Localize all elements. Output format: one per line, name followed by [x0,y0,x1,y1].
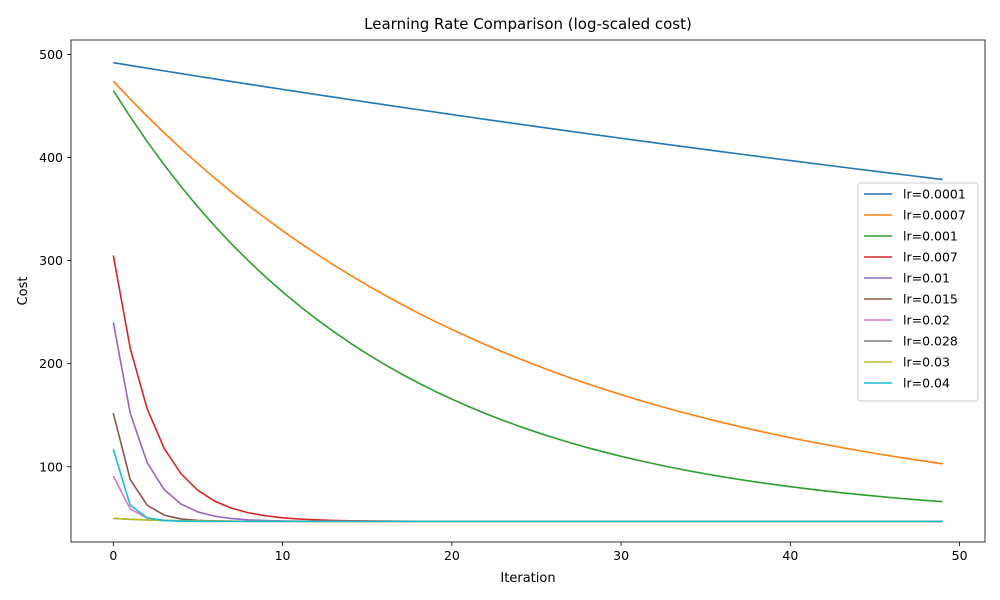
legend-label-5: lr=0.015 [903,292,958,307]
y-tick-label-400: 400 [39,150,63,165]
series-line-3 [112,255,943,523]
series-line-0 [113,61,943,181]
series-line-1 [112,80,943,465]
y-tick-label-500: 500 [39,47,63,62]
x-tick-label-10: 10 [275,548,291,563]
y-tick-label-200: 200 [39,356,63,371]
chart-title: Learning Rate Comparison (log-scaled cos… [364,15,692,33]
axes: 0 10 20 30 40 50 100 200 300 400 500 [39,39,986,563]
y-tick-label-100: 100 [39,459,63,474]
legend-label-3: lr=0.007 [903,250,958,265]
plot-lines [112,61,943,523]
plot-frame [70,39,986,543]
x-tick-label-30: 30 [613,548,629,563]
legend-box [857,182,979,402]
y-tick-label-300: 300 [39,253,63,268]
x-axis-label: Iteration [500,571,555,586]
legend-label-9: lr=0.04 [903,376,950,391]
x-tick-label-0: 0 [109,548,117,563]
y-axis-label: Cost [16,277,31,306]
series-line-9 [112,448,943,523]
legend-label-1: lr=0.0007 [903,208,966,223]
legend-label-0: lr=0.0001 [903,187,966,202]
series-line-4 [112,322,943,523]
x-tick-label-40: 40 [782,548,798,563]
x-tick-label-50: 50 [952,548,968,563]
legend-label-7: lr=0.028 [903,334,958,349]
series-line-2 [112,90,943,503]
legend-label-6: lr=0.02 [903,313,950,328]
legend-label-8: lr=0.03 [903,355,950,370]
legend-label-4: lr=0.01 [903,271,950,286]
legend-label-2: lr=0.001 [903,229,958,244]
legend: lr=0.0001 lr=0.0007 lr=0.001 lr=0.007 lr=0.0… [857,182,979,402]
x-tick-label-20: 20 [444,548,460,563]
series-line-6 [112,475,943,523]
